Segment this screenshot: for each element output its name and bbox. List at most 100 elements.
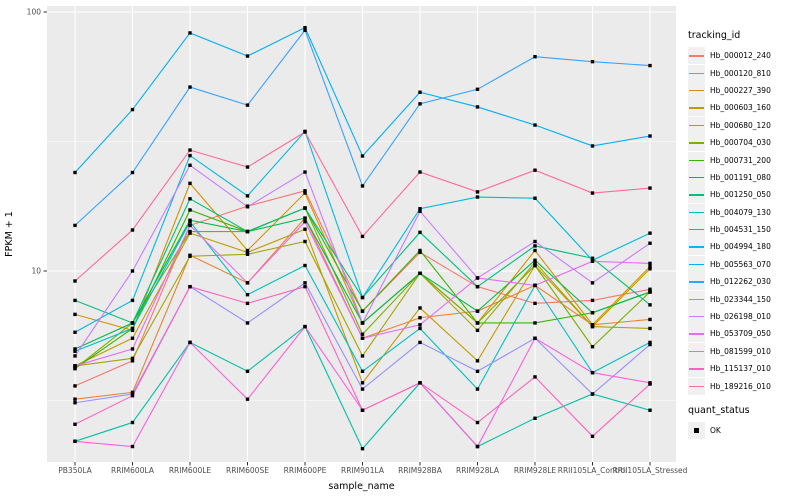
legend-key-swatch (688, 186, 705, 204)
data-point (188, 208, 192, 212)
legend-key-swatch (688, 360, 705, 378)
legend-line-icon (689, 89, 704, 92)
data-point (303, 281, 307, 285)
legend-key-swatch (688, 273, 705, 291)
data-point (245, 293, 250, 297)
x-tick-label: RRIM928BA (398, 466, 443, 475)
data-point (245, 248, 250, 253)
data-point (590, 324, 595, 329)
legend-item: Hb_081599_010 (688, 342, 800, 360)
legend-item: Hb_000120_810 (688, 64, 800, 82)
data-point (648, 290, 652, 294)
data-point (73, 439, 77, 444)
legend-line-icon (689, 124, 704, 127)
legend-line-icon (689, 350, 704, 353)
data-point (130, 298, 135, 303)
x-tick-label: RRIM600PE (284, 466, 327, 475)
data-point (475, 444, 480, 449)
data-point (533, 196, 537, 200)
data-point (475, 284, 480, 289)
y-tick-label: 100 (27, 8, 42, 17)
legend-item: Hb_189216_010 (688, 377, 800, 395)
data-point (475, 328, 480, 333)
data-point (590, 191, 595, 195)
legend-item-label: Hb_001250_050 (710, 190, 771, 200)
legend-item-label: Hb_000120_810 (710, 68, 771, 78)
legend-item-label: Hb_000012_240 (710, 51, 771, 61)
legend-item-quant-status: OK (688, 422, 800, 439)
legend-key-swatch (688, 116, 705, 134)
data-point (648, 186, 652, 190)
data-point (245, 250, 250, 255)
legend-line-icon (689, 246, 704, 248)
legend-line-icon (689, 316, 704, 318)
data-point (130, 359, 135, 363)
data-point (130, 347, 135, 351)
legend-item: Hb_053709_050 (688, 325, 800, 343)
legend-key-swatch (688, 325, 705, 343)
legend-item-label: Hb_189216_010 (710, 381, 771, 391)
data-point (418, 381, 422, 385)
legend-line-icon (689, 281, 704, 283)
legend-key-swatch (688, 134, 705, 152)
data-point (130, 356, 135, 361)
x-tick-label: RRIM600LA (111, 466, 155, 475)
data-point (475, 195, 480, 199)
data-point (303, 239, 307, 244)
legend-item: Hb_012262_030 (688, 273, 800, 291)
data-point (188, 153, 192, 158)
x-tick-label: RRII105LA_Control (558, 466, 628, 475)
data-point (533, 416, 537, 420)
x-tick-label: RRIM901LA (341, 466, 385, 475)
legend-key-swatch (688, 422, 705, 439)
legend-item: Hb_023344_150 (688, 290, 800, 308)
data-point (360, 369, 365, 373)
data-point (475, 420, 480, 425)
data-point (303, 170, 307, 174)
x-tick-label: RRIM600SE (226, 466, 269, 475)
data-point (590, 59, 595, 64)
legend-item-label: Hb_005563_070 (710, 259, 771, 269)
legend-item-label: Hb_053709_050 (710, 329, 771, 339)
data-point (418, 323, 422, 327)
legend-item: Hb_000731_200 (688, 151, 800, 169)
legend-item-label: Hb_026198_010 (710, 312, 771, 322)
data-point (590, 323, 595, 327)
data-point (303, 324, 307, 329)
legend-key-swatch (688, 64, 705, 82)
x-tick-label: RRIM928LA (456, 466, 500, 475)
legend-line-icon (689, 55, 704, 57)
legend-line-icon (689, 368, 704, 370)
legend2-items: OK (688, 422, 800, 439)
data-point (648, 408, 652, 412)
data-point (188, 254, 192, 258)
data-point (73, 397, 77, 401)
data-point (418, 316, 422, 320)
data-point (245, 252, 250, 257)
data-point (475, 321, 480, 325)
data-point (475, 105, 480, 109)
legend-key-swatch (688, 377, 705, 395)
data-point (245, 165, 250, 169)
data-point (648, 63, 652, 68)
data-point (303, 25, 307, 30)
legend-item: Hb_000603_160 (688, 99, 800, 117)
data-point (648, 241, 652, 245)
data-point (130, 107, 135, 112)
data-point (188, 223, 192, 228)
data-point (130, 321, 135, 325)
data-point (73, 170, 77, 175)
data-point (475, 359, 480, 363)
data-point (188, 163, 192, 167)
x-axis-title: sample_name (328, 481, 394, 492)
x-tick-label: PB350LA (58, 466, 92, 475)
data-point (245, 229, 250, 234)
data-point (533, 258, 537, 262)
legend-key-swatch (688, 308, 705, 326)
legend-item-label: Hb_000603_160 (710, 103, 771, 113)
x-tick-label: RRIM600LE (169, 466, 212, 475)
data-point (533, 375, 537, 379)
data-point (360, 332, 365, 336)
data-point (303, 227, 307, 231)
